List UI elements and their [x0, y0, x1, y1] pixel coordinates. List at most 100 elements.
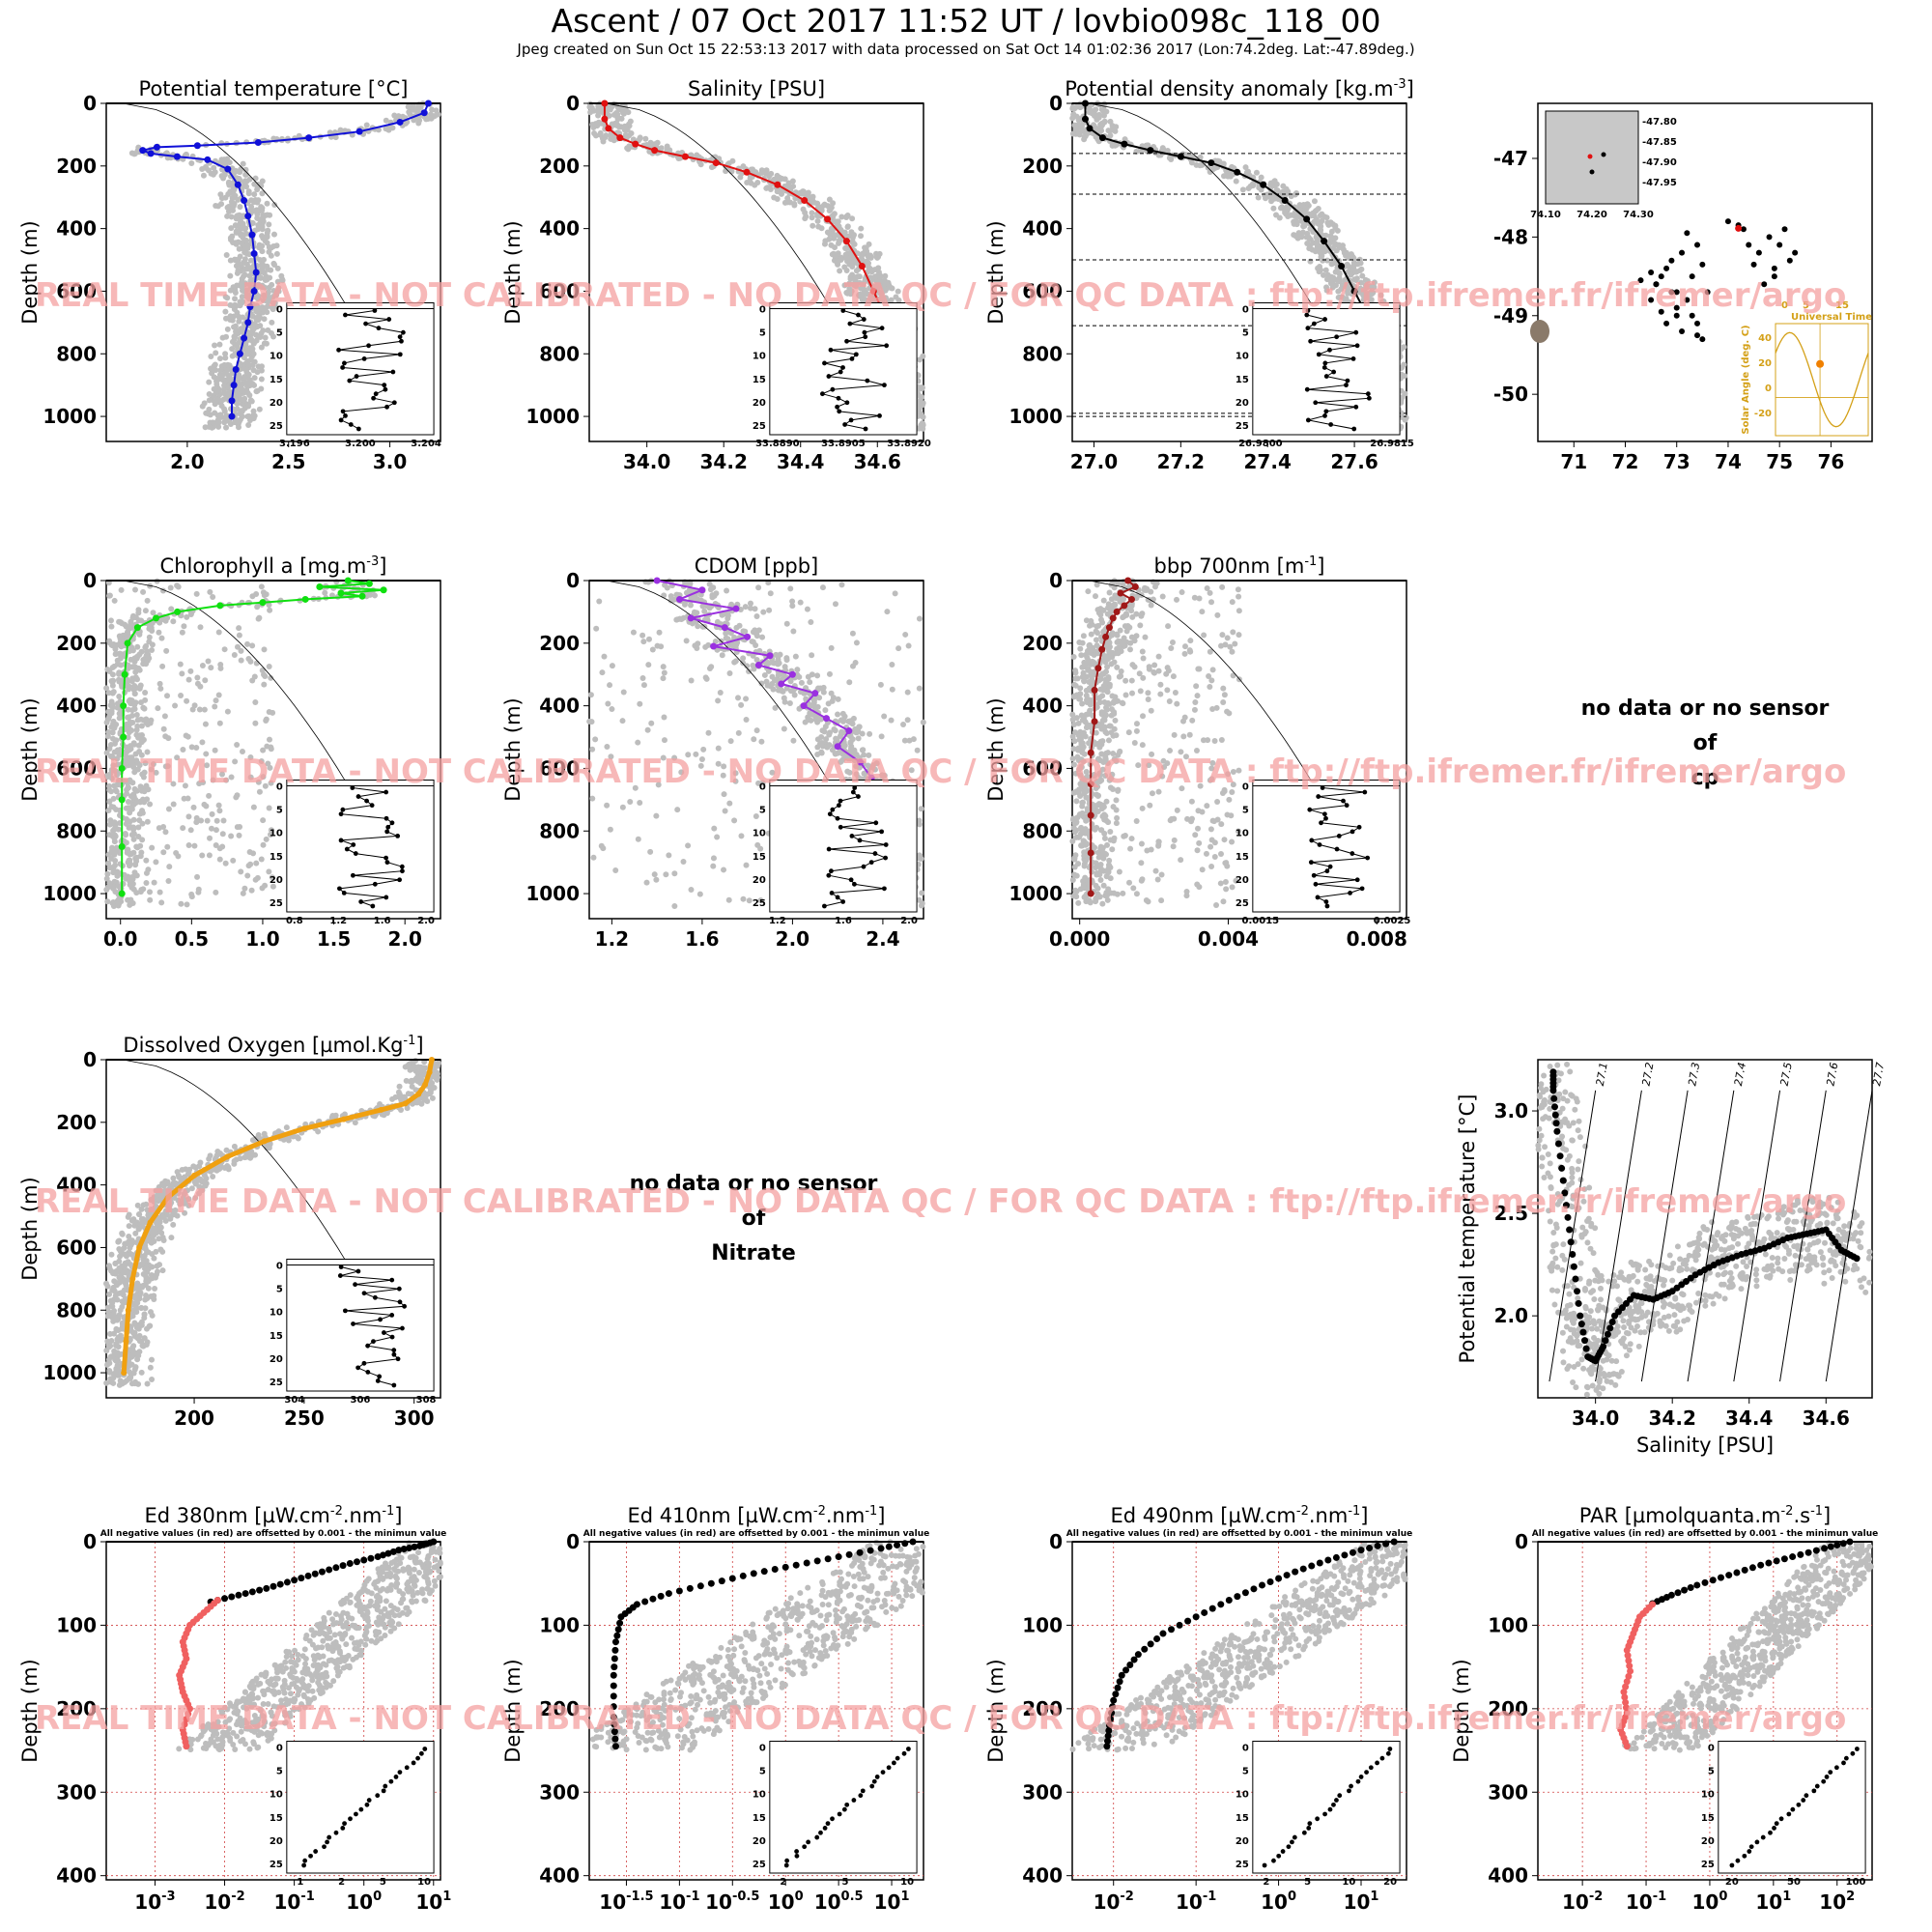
cloud-point	[238, 232, 244, 239]
inset-x-tick: 33.8920	[887, 439, 931, 449]
cloud-point	[844, 223, 851, 230]
cloud-point	[267, 607, 273, 613]
cloud-point	[207, 412, 213, 418]
inset-x-tick: 26.9815	[1370, 439, 1414, 449]
cloud-point	[1280, 183, 1287, 189]
cloud-point	[847, 739, 854, 746]
cloud-point	[259, 225, 266, 232]
cloud-point	[263, 717, 270, 724]
profile-point	[216, 602, 224, 610]
cloud-point	[149, 844, 156, 851]
cloud-point	[645, 636, 652, 642]
cloud-point	[217, 191, 224, 198]
cloud-point	[592, 736, 599, 743]
cloud-point	[266, 868, 272, 875]
cloud-point	[648, 720, 655, 726]
inset-y-tick: 15	[1236, 375, 1249, 385]
profile-point	[743, 168, 751, 176]
cloud-point	[743, 862, 750, 868]
cloud-point	[1315, 265, 1321, 271]
cloud-point	[262, 334, 269, 341]
profile-point	[118, 842, 126, 850]
cloud-point	[275, 285, 282, 292]
cloud-point	[217, 412, 224, 418]
cloud-point	[758, 169, 765, 176]
y-tick-label: 1000	[1009, 405, 1063, 428]
cloud-point	[833, 735, 839, 742]
cloud-point	[162, 829, 169, 836]
cloud-point	[125, 896, 131, 903]
cloud-point	[429, 106, 436, 113]
cloud-point	[835, 696, 841, 702]
cloud-point	[202, 677, 209, 684]
cloud-point	[260, 589, 267, 596]
cloud-point	[1229, 884, 1236, 891]
cloud-point	[131, 699, 138, 706]
cloud-point	[188, 159, 195, 166]
cloud-point	[185, 676, 192, 683]
cloud-point	[814, 736, 821, 743]
cloud-point	[832, 601, 838, 608]
cloud-point	[111, 832, 118, 838]
inset-x-tick: 3.196	[279, 439, 310, 449]
cloud-point	[881, 713, 888, 720]
cloud-point	[108, 710, 115, 717]
cloud-point	[146, 655, 153, 662]
cloud-point	[635, 739, 641, 746]
profile-point	[316, 582, 324, 590]
inset-y-tick: 25	[753, 898, 766, 909]
cloud-point	[130, 793, 137, 800]
cloud-point	[721, 791, 727, 798]
cloud-point	[247, 266, 254, 272]
cloud-point	[644, 726, 651, 733]
cloud-point	[221, 646, 228, 653]
cloud-point	[1193, 161, 1200, 168]
cloud-point	[827, 231, 834, 238]
cloud-point	[705, 729, 712, 736]
cloud-point	[109, 690, 116, 696]
cloud-point	[916, 685, 923, 692]
cloud-point	[731, 659, 738, 666]
profile-point	[601, 99, 609, 107]
x-tick-label: 2.5	[271, 450, 305, 473]
cloud-point	[642, 135, 649, 142]
cloud-point	[163, 647, 170, 654]
y-tick-label: 200	[539, 632, 580, 655]
cloud-point	[236, 832, 242, 838]
x-tick-label: 27.4	[1244, 450, 1292, 473]
cloud-point	[184, 901, 190, 908]
cloud-point	[653, 876, 660, 883]
cloud-point	[238, 647, 244, 654]
y-tick-label: 400	[539, 695, 580, 718]
cloud-point	[221, 156, 228, 163]
cloud-point	[797, 599, 804, 606]
cloud-point	[1210, 818, 1217, 825]
cloud-point	[1255, 194, 1262, 201]
cloud-point	[612, 867, 619, 874]
cloud-point	[261, 681, 268, 688]
cloud-point	[1311, 198, 1318, 205]
cloud-point	[222, 308, 229, 315]
cloud-point	[130, 802, 137, 809]
cloud-point	[170, 801, 177, 808]
profile-point	[1177, 153, 1184, 160]
cloud-point	[128, 678, 135, 685]
cloud-point	[137, 699, 144, 706]
cloud-point	[108, 855, 115, 862]
cloud-point	[811, 704, 818, 711]
cloud-point	[611, 137, 617, 144]
cloud-point	[809, 652, 815, 659]
cloud-point	[1151, 662, 1158, 668]
cloud-point	[193, 590, 200, 597]
cloud-point	[589, 795, 596, 802]
cloud-point	[172, 702, 179, 709]
cloud-point	[1208, 843, 1214, 850]
profile-point	[118, 796, 126, 804]
cloud-point	[260, 817, 267, 824]
cloud-point	[266, 248, 272, 255]
cloud-point	[256, 406, 263, 412]
cloud-point	[265, 227, 271, 234]
profile-point	[1260, 181, 1267, 188]
cloud-point	[814, 672, 821, 679]
cloud-point	[245, 361, 252, 368]
